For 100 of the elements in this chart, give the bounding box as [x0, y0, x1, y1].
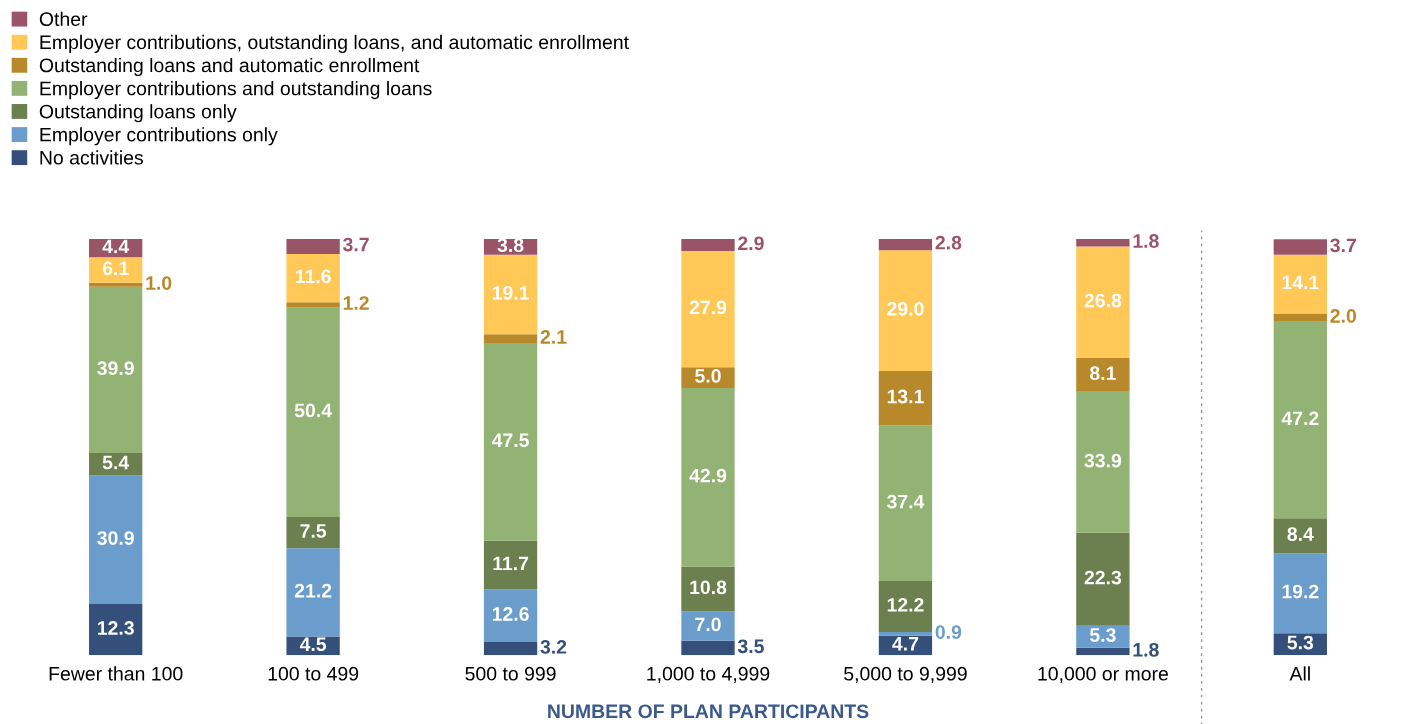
data-label: 1.8	[1133, 642, 1159, 657]
bar	[878, 425, 933, 582]
x-tick-label: Fewer than 100	[49, 666, 183, 681]
data-label: 2.1	[540, 330, 567, 344]
bar	[1273, 518, 1327, 554]
bar	[483, 334, 538, 343]
data-label: 7.5	[300, 524, 327, 538]
bar	[681, 566, 735, 612]
data-label: 0.9	[935, 625, 962, 639]
bar	[1273, 239, 1327, 255]
bar	[286, 253, 340, 303]
data-label: 3.2	[540, 640, 567, 654]
data-label: 2.9	[738, 236, 764, 251]
data-label: 7.0	[695, 617, 721, 632]
bar	[878, 631, 933, 636]
bar	[681, 250, 735, 368]
legend-label: No activities	[40, 150, 143, 165]
bar	[483, 342, 538, 541]
legend-label: Outstanding loans only	[39, 104, 237, 123]
legend-label: Employer contributions only	[40, 127, 278, 146]
data-label: 11.7	[493, 556, 529, 571]
data-label: 14.1	[1282, 275, 1319, 290]
data-label: 1.8	[1133, 234, 1159, 248]
bar	[878, 370, 933, 426]
data-label: 13.1	[887, 389, 924, 404]
data-label: 12.3	[97, 621, 134, 635]
bar	[878, 238, 933, 251]
bar	[681, 387, 735, 567]
data-label: 2.8	[935, 235, 962, 250]
bar	[286, 307, 340, 518]
data-label: 1.2	[343, 296, 369, 310]
bar	[681, 611, 735, 641]
legend-label: Employer contributions, outstanding loans, and automatic enrollment	[40, 34, 629, 53]
data-label: 39.9	[97, 361, 134, 376]
data-label: 5.4	[102, 455, 130, 470]
bar	[483, 254, 538, 335]
data-label: 8.4	[1287, 527, 1314, 541]
data-label: 29.0	[887, 301, 924, 316]
bar	[878, 250, 933, 371]
bar	[89, 286, 143, 453]
x-axis-title: NUMBER OF PLAN PARTICIPANTS	[548, 704, 869, 719]
data-label: 21.2	[294, 583, 332, 598]
data-label: 37.4	[886, 494, 925, 509]
data-label: 2.0	[1330, 309, 1356, 323]
x-tick-label: 5,000 to 9,999	[844, 666, 967, 683]
data-label: 22.3	[1084, 570, 1122, 585]
bar	[483, 589, 538, 642]
bar	[1273, 321, 1327, 519]
bar	[1076, 647, 1130, 656]
data-label: 6.1	[102, 261, 129, 276]
data-label: 3.7	[342, 237, 369, 252]
data-label: 47.2	[1281, 411, 1319, 426]
data-label: 33.9	[1084, 453, 1122, 468]
x-tick-label: All	[1289, 666, 1310, 681]
bar	[878, 581, 933, 632]
x-tick-label: 500 to 999	[465, 666, 556, 681]
data-label: 8.1	[1089, 366, 1116, 381]
bar	[89, 475, 143, 605]
data-label: 5.3	[1089, 628, 1116, 642]
bar	[483, 540, 538, 590]
bar	[1076, 238, 1130, 247]
legend-label: Employer contributions and outstanding loans	[40, 81, 432, 100]
x-tick-label: 1,000 to 4,999	[647, 666, 770, 683]
data-label: 5.0	[695, 369, 721, 383]
bar	[286, 238, 340, 254]
bar	[286, 517, 340, 549]
data-label: 26.8	[1084, 293, 1122, 308]
bar	[89, 257, 143, 283]
data-label: 4.7	[892, 637, 919, 651]
bar	[1273, 553, 1327, 634]
bar	[286, 548, 340, 637]
legend-label: Other	[39, 11, 88, 27]
data-label: 4.5	[299, 637, 327, 652]
data-label: 12.6	[492, 607, 529, 621]
bar	[483, 641, 538, 656]
bar	[1273, 254, 1327, 314]
data-label: 10.8	[690, 580, 727, 595]
data-label: 30.9	[97, 531, 134, 545]
data-label: 3.5	[737, 639, 764, 654]
data-label: 19.2	[1282, 584, 1319, 599]
bar	[1076, 532, 1130, 626]
data-label: 19.1	[492, 285, 529, 300]
data-label: 3.8	[497, 238, 524, 253]
data-label: 4.4	[102, 239, 130, 254]
bar	[1076, 391, 1130, 533]
data-label: 11.6	[295, 269, 331, 284]
bar	[89, 604, 143, 656]
data-label: 3.7	[1330, 238, 1356, 253]
bar	[1076, 246, 1130, 358]
data-label: 5.3	[1287, 635, 1314, 650]
bar	[681, 640, 735, 656]
data-label: 47.5	[491, 433, 529, 448]
data-label: 50.4	[294, 403, 332, 418]
data-label: 27.9	[689, 300, 727, 315]
x-tick-label: 100 to 499	[268, 666, 359, 681]
data-label: 1.0	[146, 276, 172, 290]
bar	[1273, 313, 1327, 322]
bar	[89, 282, 143, 287]
bar	[1076, 357, 1130, 392]
data-label: 12.2	[887, 597, 924, 612]
